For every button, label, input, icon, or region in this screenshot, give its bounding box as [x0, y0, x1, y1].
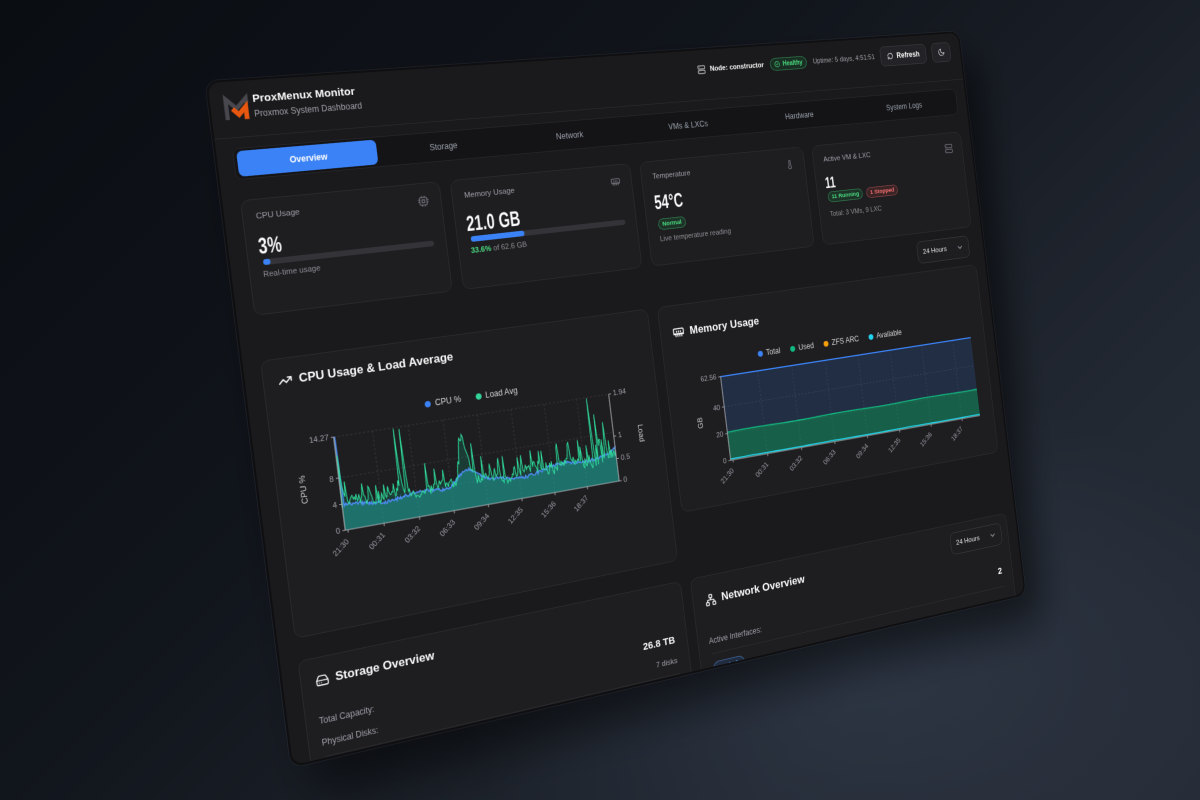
svg-text:03:32: 03:32 [788, 454, 804, 473]
svg-text:4: 4 [332, 500, 338, 510]
svg-text:62.56: 62.56 [700, 373, 717, 384]
svg-text:03:32: 03:32 [403, 524, 423, 545]
svg-text:00:31: 00:31 [367, 530, 387, 551]
svg-text:09:34: 09:34 [854, 442, 870, 461]
svg-text:20: 20 [716, 430, 724, 440]
svg-text:0.5: 0.5 [620, 452, 631, 462]
svg-text:GB: GB [696, 417, 705, 430]
svg-text:1: 1 [617, 430, 622, 439]
svg-text:0: 0 [723, 456, 728, 465]
svg-text:15:36: 15:36 [539, 499, 557, 519]
svg-text:06:33: 06:33 [821, 448, 837, 467]
svg-text:1.94: 1.94 [612, 387, 626, 398]
svg-text:0: 0 [623, 475, 628, 484]
svg-text:06:33: 06:33 [438, 517, 457, 538]
svg-text:21:30: 21:30 [331, 537, 352, 559]
svg-text:0: 0 [335, 526, 341, 536]
svg-text:18:37: 18:37 [950, 424, 965, 442]
svg-text:09:34: 09:34 [472, 511, 491, 532]
svg-text:18:37: 18:37 [572, 493, 590, 513]
svg-text:12:35: 12:35 [506, 505, 525, 526]
svg-text:00:31: 00:31 [754, 460, 770, 479]
svg-text:Load: Load [636, 424, 646, 443]
svg-text:CPU %: CPU % [297, 475, 310, 505]
svg-text:14.27: 14.27 [309, 433, 330, 446]
svg-text:8: 8 [329, 474, 335, 484]
svg-text:15:36: 15:36 [918, 430, 933, 448]
svg-text:12:35: 12:35 [887, 436, 902, 454]
svg-text:21:30: 21:30 [719, 466, 736, 485]
svg-text:40: 40 [713, 403, 721, 413]
